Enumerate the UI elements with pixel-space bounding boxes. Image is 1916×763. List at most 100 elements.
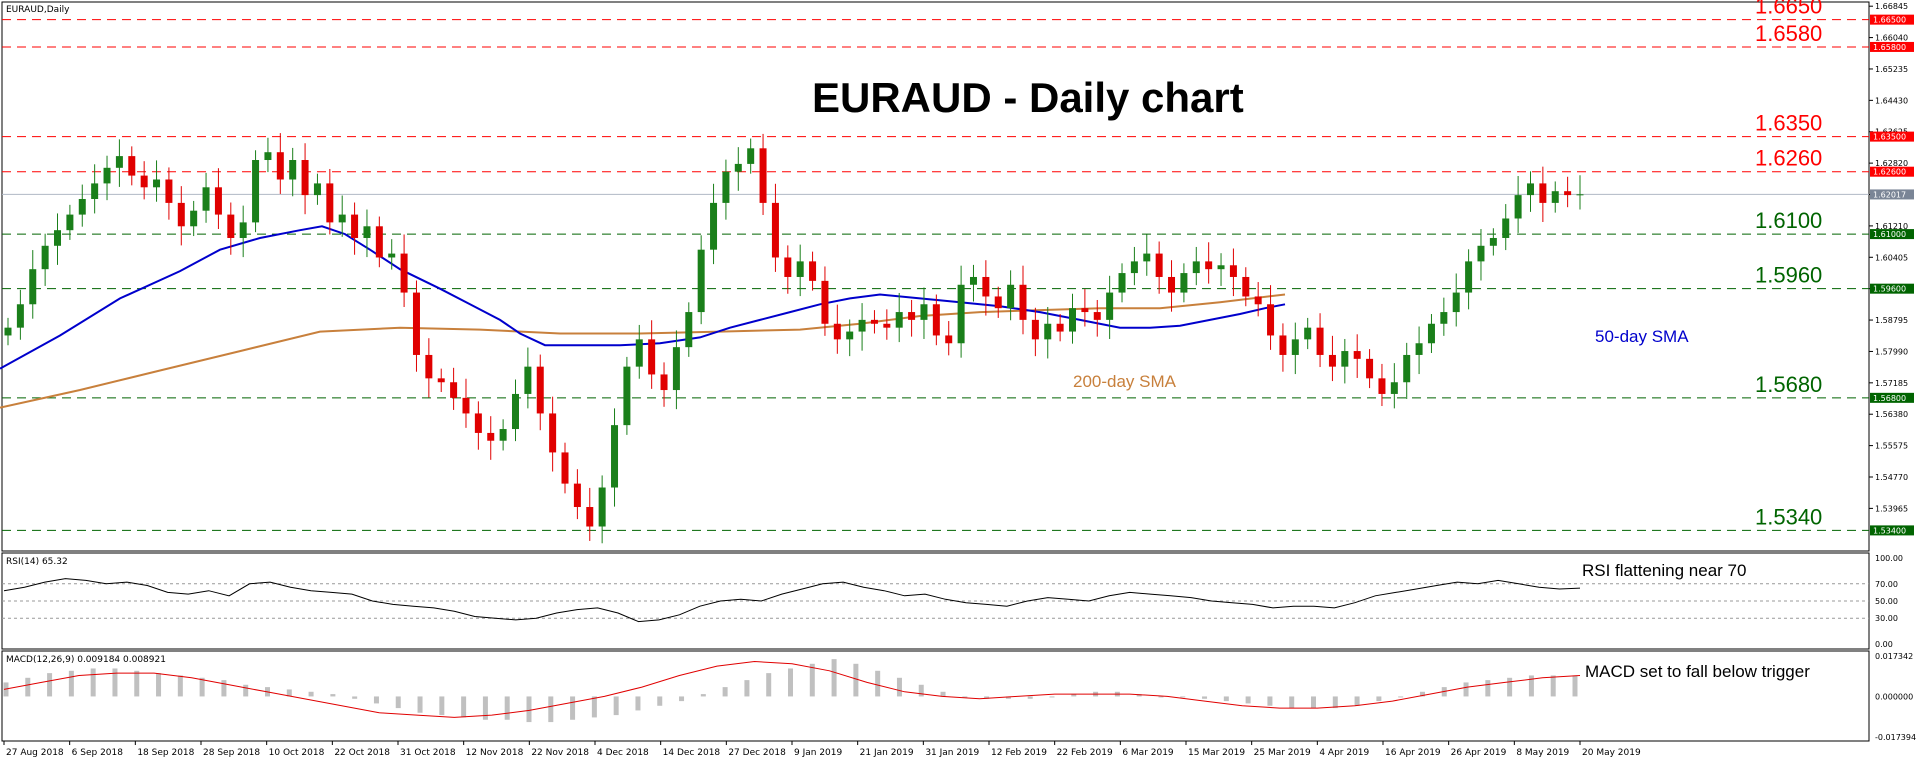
candle-body [1551, 191, 1559, 203]
candle-body [1031, 319, 1039, 340]
price-tick-label: 1.57185 [1875, 379, 1908, 388]
macd-histogram-bar [1245, 696, 1251, 704]
candle-body [858, 319, 866, 332]
candle-body [1205, 261, 1213, 270]
candle-body [809, 261, 817, 281]
candle-body [784, 257, 792, 277]
candle-body [91, 183, 99, 199]
price-tick-label: 1.55575 [1875, 442, 1908, 451]
candle-body [1118, 273, 1126, 293]
candle-body [536, 366, 544, 414]
candle-body [957, 284, 965, 344]
candle-body [747, 148, 755, 164]
date-tick-label: 22 Oct 2018 [334, 748, 390, 758]
macd-histogram-bar [352, 696, 358, 699]
current-price-badge [1870, 189, 1914, 200]
candle-body [1106, 292, 1114, 320]
macd-histogram-bar [1202, 696, 1208, 699]
macd-histogram-bar [896, 677, 902, 697]
candle-body [499, 429, 507, 441]
candle-body [611, 425, 619, 488]
price-tick-label: 1.66845 [1875, 2, 1908, 11]
price-tick-label: 1.62820 [1875, 159, 1908, 168]
candle-body [932, 304, 940, 336]
candle-body [1217, 265, 1225, 270]
macd-histogram-bar [1550, 675, 1556, 697]
macd-histogram-bar [156, 673, 162, 697]
candle-body [1378, 378, 1386, 394]
candlesticks [4, 133, 1584, 544]
macd-histogram-bar [373, 696, 379, 704]
candle-body [1403, 354, 1411, 383]
macd-histogram-bar [1071, 694, 1077, 697]
macd-histogram-bar [1332, 696, 1338, 709]
candle-body [115, 156, 123, 168]
candle-body [450, 382, 458, 398]
macd-histogram-bar [1049, 696, 1055, 698]
candle-body [1353, 351, 1361, 359]
macd-histogram-bar [1223, 696, 1229, 702]
macd-histogram-bar [461, 696, 467, 718]
rsi-indicator: 100.00 70.00 50.00 30.00 0.00 [2, 554, 1903, 649]
candle-body [202, 187, 210, 211]
date-tick-label: 14 Dec 2018 [663, 748, 721, 758]
macd-histogram-bar [47, 673, 53, 697]
candle-body [1056, 323, 1064, 332]
level-badge [1870, 166, 1914, 177]
macd-histogram-bar [1485, 680, 1491, 697]
rsi-tick-label: 70.00 [1875, 580, 1898, 589]
macd-histogram-bar [853, 663, 859, 697]
candle-body [846, 331, 854, 340]
macd-histogram-bar [722, 687, 728, 697]
candle-body [697, 249, 705, 313]
candle-body [301, 160, 309, 196]
level-label: 1.5960 [1755, 263, 1822, 288]
date-tick-label: 31 Jan 2019 [925, 748, 979, 758]
date-tick-label: 10 Oct 2018 [269, 748, 325, 758]
candle-body [1489, 237, 1497, 246]
macd-histogram-bar [112, 668, 118, 697]
macd-histogram-bar [1027, 696, 1033, 699]
macd-label: MACD(12,26,9) 0.009184 0.008921 [6, 655, 166, 665]
macd-histogram-bar [199, 677, 205, 697]
macd-histogram-bar [1136, 694, 1142, 697]
macd-histogram-bar [570, 696, 576, 720]
macd-histogram-bar [1376, 696, 1382, 702]
macd-histogram-bar [1507, 677, 1513, 697]
candle-body [660, 374, 668, 391]
macd-histogram-bar [90, 668, 96, 697]
candle-body [623, 366, 631, 426]
candle-body [103, 167, 111, 184]
date-tick-label: 21 Jan 2019 [860, 748, 914, 758]
candle-body [734, 163, 742, 172]
candle-body [400, 253, 408, 293]
candle-body [648, 339, 656, 375]
macd-histogram-bar [1419, 691, 1425, 697]
date-tick-label: 28 Sep 2018 [203, 748, 260, 758]
level-label: 1.6100 [1755, 208, 1822, 233]
macd-histogram-bar [766, 673, 772, 697]
candle-body [1316, 327, 1324, 355]
candle-body [264, 152, 272, 161]
level-badge [1870, 14, 1914, 25]
price-tick-label: 1.56380 [1875, 410, 1908, 419]
candle-body [1254, 296, 1262, 305]
candle-body [177, 202, 185, 227]
date-axis: 27 Aug 2018 6 Sep 2018 18 Sep 2018 28 Sep 2… [3, 741, 1641, 758]
candle-body [326, 183, 334, 223]
candle-body [412, 292, 420, 355]
macd-histogram-bar [635, 696, 641, 711]
candle-body [586, 507, 594, 527]
candle-body [511, 393, 519, 430]
candle-body [1526, 183, 1534, 196]
candle-body [796, 261, 804, 277]
candle-body [1093, 312, 1101, 320]
price-pane [1, 1, 1870, 552]
candle-body [1069, 308, 1077, 332]
date-tick-label: 6 Sep 2018 [72, 748, 124, 758]
candle-body [1304, 327, 1312, 340]
sma200-label: 200-day SMA [1073, 372, 1177, 391]
macd-histogram-bar [1463, 682, 1469, 697]
candle-body [895, 312, 903, 328]
macd-tick-label: 0.000000 [1875, 692, 1913, 701]
